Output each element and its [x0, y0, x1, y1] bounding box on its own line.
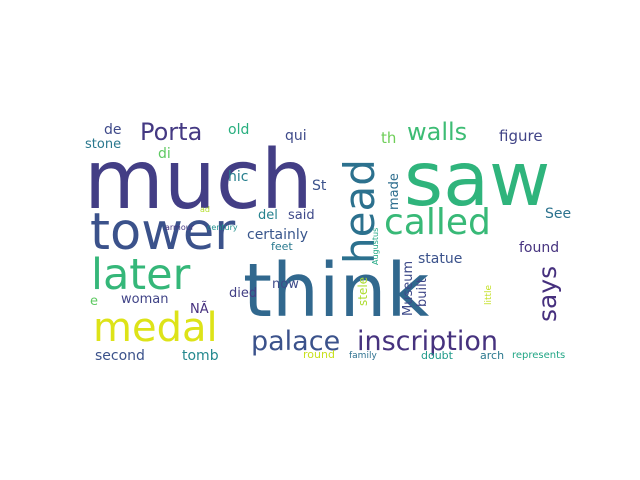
- cloud-word: di: [158, 146, 171, 162]
- cloud-word: Museum: [401, 261, 416, 316]
- cloud-word: qui: [285, 128, 307, 144]
- cloud-word: second: [95, 348, 145, 364]
- cloud-word: walls: [407, 118, 467, 146]
- cloud-word: ad: [200, 205, 210, 214]
- cloud-word: See: [545, 206, 571, 222]
- cloud-word: tomb: [182, 348, 219, 364]
- cloud-word: much: [84, 133, 313, 228]
- cloud-word: family: [349, 351, 377, 361]
- cloud-word: woman: [121, 292, 168, 307]
- cloud-word: saw: [404, 135, 550, 223]
- cloud-word: now: [272, 277, 299, 292]
- cloud-word: says: [533, 266, 562, 322]
- cloud-word: statue: [418, 251, 462, 267]
- cloud-word: died: [229, 286, 257, 301]
- cloud-word: represents: [512, 350, 565, 361]
- cloud-word: certainly: [247, 227, 308, 243]
- cloud-word: th: [381, 129, 396, 147]
- cloud-word: think: [243, 248, 429, 334]
- cloud-word: little: [484, 284, 494, 305]
- cloud-word: old: [228, 122, 249, 138]
- cloud-word: century: [207, 223, 238, 232]
- cloud-word: de: [104, 122, 122, 138]
- cloud-word: head: [335, 159, 384, 264]
- cloud-word: armour: [165, 223, 195, 232]
- cloud-word: hic: [228, 169, 248, 185]
- cloud-word: figure: [499, 127, 543, 145]
- cloud-word: called: [384, 202, 491, 243]
- cloud-word: tower: [90, 203, 235, 262]
- cloud-word: medal: [93, 305, 218, 351]
- cloud-word: Augustus: [371, 228, 380, 265]
- cloud-word: e: [90, 294, 98, 309]
- cloud-word: stone: [85, 137, 121, 152]
- cloud-word: NÃ: [190, 301, 209, 317]
- cloud-word: arch: [480, 349, 504, 362]
- cloud-word: inscription: [357, 326, 498, 357]
- cloud-word: made: [387, 173, 402, 210]
- cloud-word: said: [288, 208, 315, 223]
- cloud-word: doubt: [421, 349, 454, 362]
- cloud-word: built: [415, 278, 430, 307]
- cloud-word: St: [312, 178, 327, 194]
- cloud-word: stele: [356, 277, 370, 306]
- cloud-word: feet: [271, 240, 293, 253]
- cloud-word: del: [258, 208, 278, 223]
- cloud-word: later: [91, 250, 191, 300]
- cloud-word: found: [519, 240, 559, 256]
- cloud-word: round: [303, 348, 335, 361]
- cloud-word: palace: [251, 326, 340, 357]
- cloud-word: Porta: [140, 118, 202, 146]
